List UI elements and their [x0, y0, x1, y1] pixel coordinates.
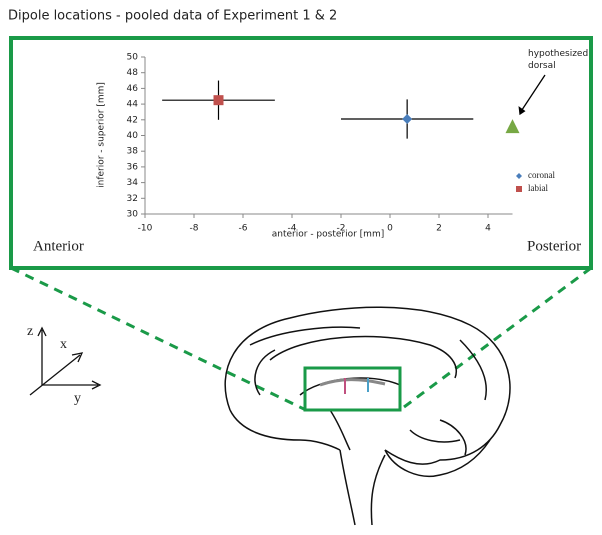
point: [402, 114, 413, 125]
y-tick-label: 46: [127, 84, 139, 94]
x-tick-label: -2: [337, 224, 346, 234]
y-tick-label: 44: [127, 100, 139, 110]
point: [213, 95, 224, 106]
x-tick-label: 2: [436, 224, 442, 234]
y-tick-label: 40: [127, 131, 139, 141]
axes-icon: [29, 326, 102, 396]
y-tick-label: 32: [127, 194, 138, 204]
axis-letter: y: [74, 391, 81, 406]
side-label: Anterior: [33, 238, 84, 254]
side-label: Posterior: [527, 238, 581, 254]
legend-label: coronal: [528, 170, 555, 180]
x-tick-label: -4: [288, 224, 297, 234]
y-tick-label: 34: [127, 178, 139, 188]
y-axis-label: inferior - superior [mm]: [97, 82, 107, 188]
annotation-arrowhead: [518, 106, 526, 116]
x-tick-label: 4: [485, 224, 491, 234]
axis-letter: x: [60, 337, 67, 352]
x-axis-label: anterior - posterior [mm]: [272, 230, 384, 240]
x-tick-label: -6: [239, 224, 248, 234]
x-tick-label: -10: [138, 224, 153, 234]
x-tick-label: 0: [387, 224, 393, 234]
point: [505, 119, 520, 134]
legend-label: labial: [528, 183, 548, 193]
y-tick-label: 48: [127, 68, 139, 78]
zoom-region: [303, 366, 402, 412]
y-tick-label: 50: [127, 53, 139, 63]
y-tick-label: 36: [127, 162, 139, 172]
brain-sketch: [224, 306, 511, 526]
annotation-arrow: [519, 74, 546, 113]
y-tick-label: 38: [127, 147, 139, 157]
zoom-line: [399, 266, 592, 412]
zoom-line: [10, 266, 307, 412]
y-tick-label: 42: [127, 115, 138, 125]
chart-title: Dipole locations - pooled data of Experi…: [8, 9, 337, 24]
y-tick-label: 30: [127, 210, 139, 220]
x-tick-label: -8: [190, 224, 199, 234]
legend-marker: [516, 173, 522, 179]
ventricle: [319, 378, 386, 387]
legend-marker: [516, 186, 522, 192]
axis-letter: z: [27, 324, 33, 339]
zoom-frame: [9, 36, 593, 270]
annotation: hypothesized dorsal: [528, 49, 591, 71]
